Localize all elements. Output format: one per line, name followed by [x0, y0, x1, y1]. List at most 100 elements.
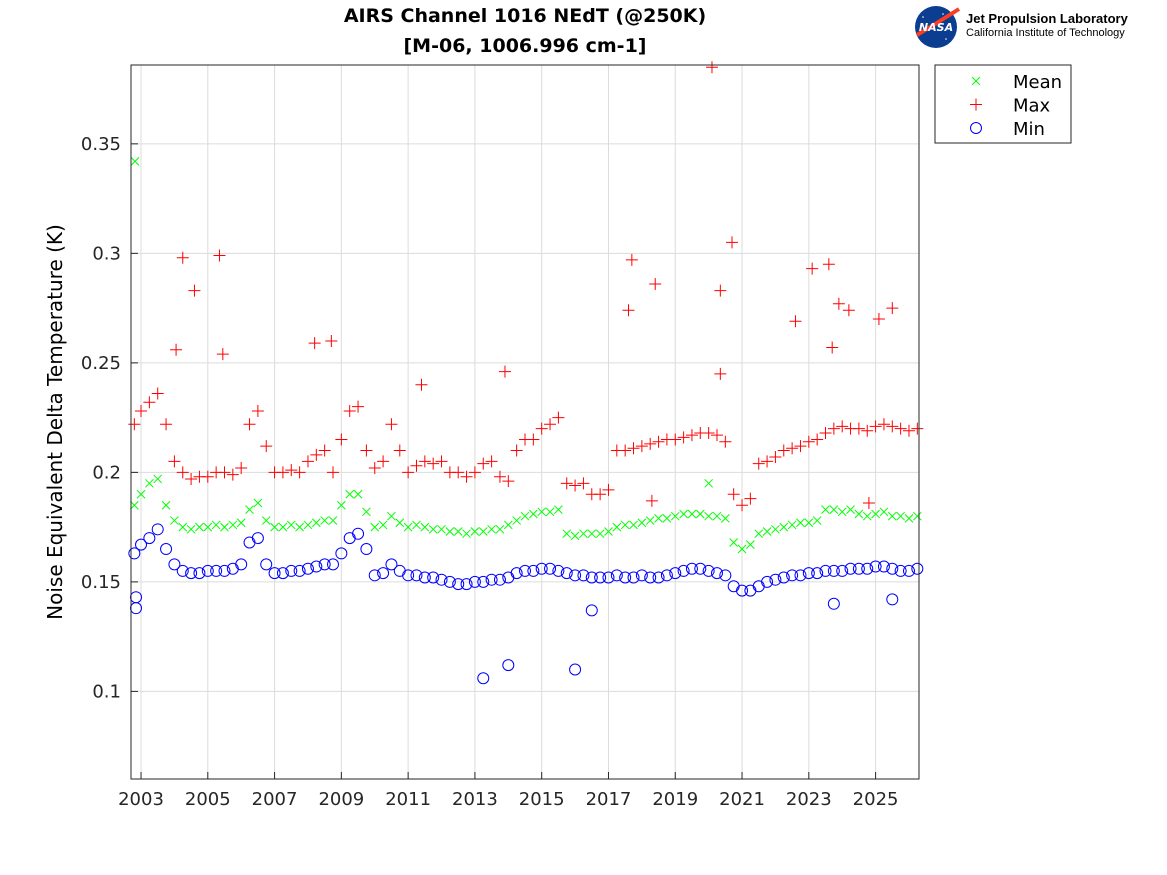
max-point: [744, 492, 757, 505]
x-tick-label: 2003: [118, 789, 164, 810]
mean-point: [562, 529, 572, 539]
mean-point: [345, 489, 355, 499]
mean-point: [353, 489, 363, 499]
min-point: [310, 560, 323, 573]
max-point: [819, 426, 832, 439]
max-point: [789, 315, 802, 328]
max-point: [645, 494, 658, 507]
max-point: [310, 448, 323, 461]
min-point: [869, 560, 882, 573]
min-point: [285, 564, 298, 577]
max-point: [560, 477, 573, 490]
max-point: [143, 396, 156, 409]
min-point: [861, 562, 874, 575]
max-point: [176, 251, 189, 264]
min-point: [844, 562, 857, 575]
mean-point: [771, 524, 780, 534]
max-point: [360, 444, 373, 457]
grid: [131, 65, 919, 779]
mean-point: [362, 507, 371, 517]
x-tick-label: 2005: [185, 789, 231, 810]
mean-point: [704, 478, 713, 488]
max-point: [477, 457, 490, 470]
min-point: [727, 580, 740, 593]
mean-point: [537, 507, 547, 517]
min-point: [827, 564, 840, 577]
max-point: [752, 457, 765, 470]
min-point: [777, 571, 790, 584]
min-point: [327, 558, 340, 571]
min-point: [276, 567, 289, 580]
max-point: [393, 444, 406, 457]
max-point: [877, 418, 890, 431]
mean-point: [462, 529, 471, 539]
x-tick-label: 2019: [652, 789, 698, 810]
min-point: [902, 564, 915, 577]
mean-point: [804, 518, 814, 528]
min-point: [761, 575, 774, 588]
mean-point: [136, 489, 146, 499]
min-point: [560, 567, 573, 580]
mean-point: [178, 522, 188, 532]
mean-point: [746, 540, 755, 550]
min-point: [702, 564, 715, 577]
mean-point: [712, 511, 722, 521]
max-point: [652, 435, 665, 448]
max-point: [435, 455, 448, 468]
mean-point: [220, 522, 229, 532]
mean-point: [645, 516, 655, 525]
max-point: [460, 470, 473, 483]
max-point: [293, 466, 306, 479]
mean-point: [412, 520, 421, 530]
min-point: [510, 567, 523, 580]
max-point: [535, 422, 548, 435]
min-point: [652, 571, 665, 584]
min-point: [544, 562, 557, 575]
min-point: [452, 578, 465, 591]
max-point: [243, 418, 256, 431]
min-point: [677, 564, 690, 577]
mean-point: [211, 520, 221, 530]
max-point: [544, 418, 557, 431]
mean-point: [545, 507, 555, 517]
min-point: [493, 573, 506, 586]
legend-mean-label: Mean: [1013, 72, 1062, 93]
min-point: [268, 567, 281, 580]
svg-text:NASA: NASA: [919, 21, 953, 34]
min-point: [130, 602, 143, 615]
min-point: [335, 547, 348, 560]
y-tick-label: 0.25: [81, 353, 121, 374]
mean-point: [295, 522, 304, 532]
min-point: [128, 547, 141, 560]
y-axis-label: Noise Equivalent Delta Temperature (K): [43, 224, 67, 620]
min-point: [368, 569, 381, 582]
max-point: [527, 433, 540, 446]
mean-point: [629, 520, 638, 530]
max-point: [335, 433, 348, 446]
mean-point: [762, 527, 772, 536]
x-tick-label: 2009: [318, 789, 364, 810]
min-point: [385, 558, 398, 571]
mean-point: [687, 509, 697, 519]
min-point: [710, 567, 723, 580]
min-point: [410, 569, 423, 582]
mean-point: [286, 520, 296, 530]
max-point: [201, 470, 214, 483]
nasa-meatball-icon: NASA: [915, 6, 961, 48]
max-point: [415, 378, 428, 391]
mean-point: [270, 522, 279, 532]
mean-point: [520, 511, 530, 521]
max-point: [402, 466, 415, 479]
legend-max-marker: [970, 98, 982, 111]
mean-point: [854, 509, 864, 519]
min-point: [594, 571, 607, 584]
min-point: [602, 571, 615, 584]
mean-point: [554, 505, 563, 514]
min-point: [694, 562, 707, 575]
max-point: [318, 444, 331, 457]
max-point: [736, 499, 749, 512]
max-point: [410, 459, 423, 472]
max-point: [769, 451, 782, 464]
min-point: [151, 523, 164, 536]
